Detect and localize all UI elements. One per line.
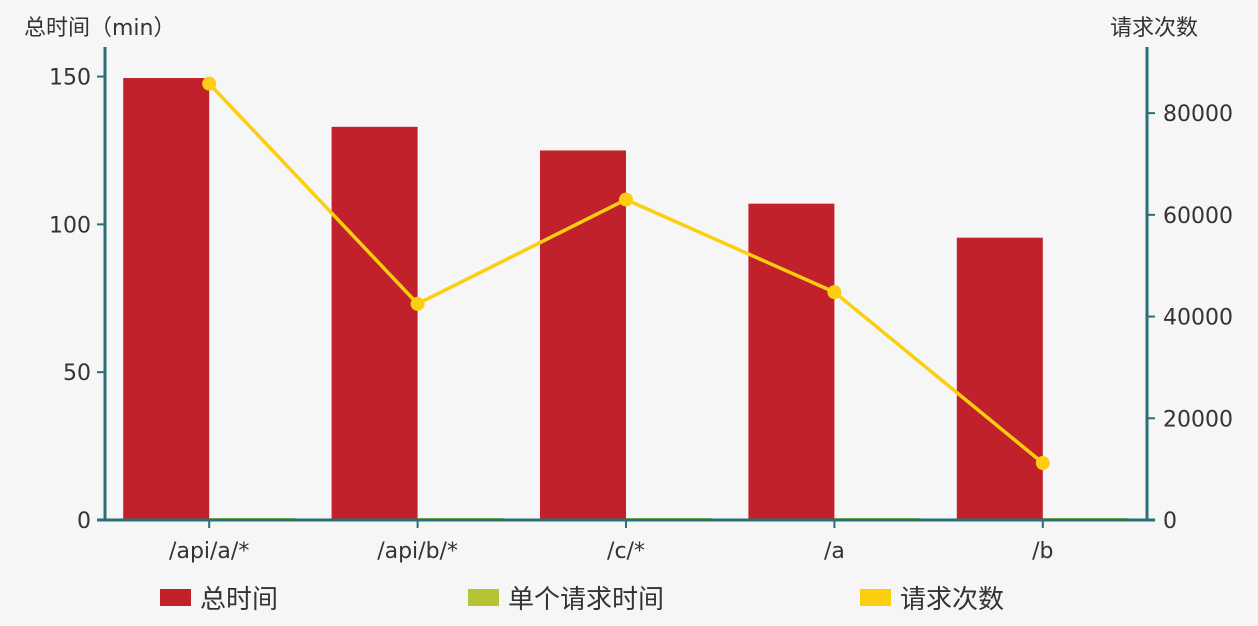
x-tick-label-0: /api/a/* xyxy=(169,539,249,564)
y-right-tick-label-4: 80000 xyxy=(1163,102,1233,127)
bars-layer xyxy=(123,78,1129,521)
y-left-tick-label-1: 50 xyxy=(63,361,91,386)
legend-swatch-2 xyxy=(860,589,891,606)
line-layer xyxy=(202,76,1050,471)
y-left-axis-title: 总时间（min） xyxy=(24,16,176,41)
bar-total-time-0 xyxy=(123,78,210,521)
y-left-tick-label-3: 150 xyxy=(49,66,91,91)
y-right-tick-label-0: 0 xyxy=(1163,509,1177,534)
bar-total-time-2 xyxy=(540,150,626,520)
y-left-tick-label-2: 100 xyxy=(49,213,91,238)
x-tick-label-3: /a xyxy=(824,539,845,564)
y-right-axis-title: 请求次数 xyxy=(1110,16,1198,41)
x-tick-label-1: /api/b/* xyxy=(377,539,458,564)
x-tick-label-4: /b xyxy=(1032,539,1053,564)
legend-swatch-1 xyxy=(468,589,499,606)
legend-layer: 总时间 单个请求时间 请求次数 xyxy=(160,585,1004,615)
y-right-tick-label-2: 40000 xyxy=(1163,306,1233,331)
legend-label-0: 总时间 xyxy=(200,585,278,615)
legend-swatch-0 xyxy=(160,589,191,606)
point-request-count-3 xyxy=(827,285,842,300)
point-request-count-1 xyxy=(410,296,425,311)
x-tick-label-2: /c/* xyxy=(607,539,645,564)
y-right-tick-label-1: 20000 xyxy=(1163,407,1233,432)
bar-total-time-3 xyxy=(748,203,835,520)
point-request-count-0 xyxy=(202,76,217,91)
bar-total-time-4 xyxy=(956,237,1043,520)
point-request-count-2 xyxy=(619,192,633,207)
bar-total-time-1 xyxy=(331,126,418,520)
y-left-tick-label-0: 0 xyxy=(77,509,91,534)
legend-label-1: 单个请求时间 xyxy=(508,585,664,615)
legend-label-2: 请求次数 xyxy=(900,585,1004,615)
point-request-count-4 xyxy=(1035,456,1050,471)
axes-layer: 0 50 100 150 0 20000 40000 60000 80000/api/a/* /a… xyxy=(24,16,1233,564)
y-right-tick-label-3: 60000 xyxy=(1163,204,1233,229)
